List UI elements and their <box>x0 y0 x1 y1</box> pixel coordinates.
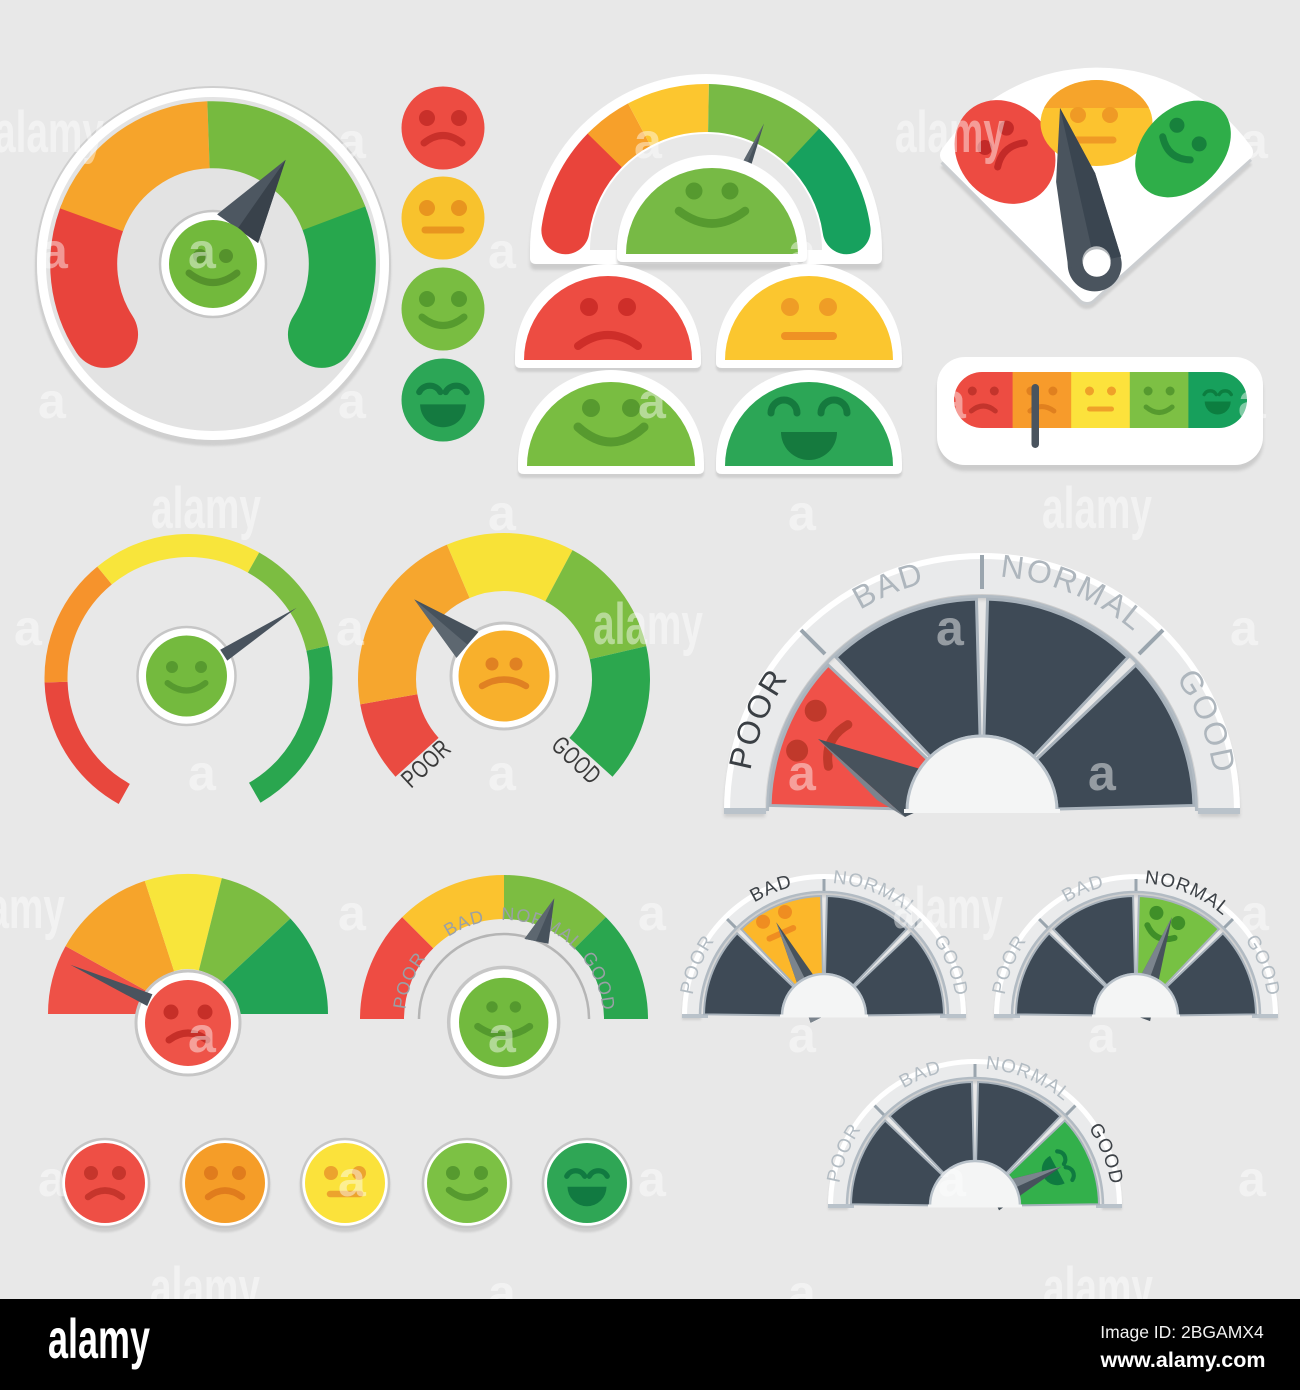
svg-text:a: a <box>488 485 517 541</box>
svg-text:a: a <box>488 1007 517 1063</box>
svg-text:a: a <box>338 1151 367 1207</box>
svg-text:a: a <box>1088 1007 1117 1063</box>
svg-text:a: a <box>14 600 43 656</box>
svg-text:Image ID: 2BGAMX4: Image ID: 2BGAMX4 <box>1100 1322 1264 1342</box>
svg-text:a: a <box>938 1151 967 1207</box>
svg-text:a: a <box>1230 600 1259 656</box>
svg-text:alamy: alamy <box>151 476 261 541</box>
svg-text:alamy: alamy <box>0 876 65 941</box>
svg-text:a: a <box>488 745 517 801</box>
svg-text:a: a <box>936 600 965 656</box>
svg-text:a: a <box>188 1007 217 1063</box>
svg-text:a: a <box>1240 113 1269 169</box>
svg-text:alamy: alamy <box>1042 476 1152 541</box>
svg-text:alamy: alamy <box>895 100 1005 165</box>
svg-text:a: a <box>1241 885 1270 941</box>
svg-text:a: a <box>638 373 667 429</box>
svg-text:alamy: alamy <box>593 592 703 657</box>
svg-text:a: a <box>634 113 663 169</box>
svg-text:a: a <box>188 223 217 279</box>
svg-text:a: a <box>938 373 967 429</box>
svg-text:a: a <box>188 745 217 801</box>
svg-text:a: a <box>788 485 817 541</box>
svg-text:alamy: alamy <box>48 1307 150 1370</box>
svg-text:a: a <box>488 223 517 279</box>
svg-text:a: a <box>40 223 69 279</box>
svg-text:a: a <box>1238 1151 1267 1207</box>
svg-text:www.alamy.com: www.alamy.com <box>1100 1348 1266 1372</box>
svg-text:a: a <box>1088 745 1117 801</box>
svg-text:a: a <box>338 113 367 169</box>
svg-text:a: a <box>338 373 367 429</box>
svg-text:a: a <box>788 1007 817 1063</box>
svg-text:alamy: alamy <box>0 100 104 165</box>
svg-text:a: a <box>38 373 67 429</box>
svg-text:a: a <box>638 1151 667 1207</box>
svg-text:a: a <box>638 885 667 941</box>
svg-text:a: a <box>338 885 367 941</box>
svg-text:a: a <box>788 745 817 801</box>
svg-text:a: a <box>336 600 365 656</box>
svg-text:a: a <box>788 223 817 279</box>
svg-text:alamy: alamy <box>893 876 1003 941</box>
svg-text:a: a <box>1238 373 1267 429</box>
svg-text:a: a <box>38 1151 67 1207</box>
